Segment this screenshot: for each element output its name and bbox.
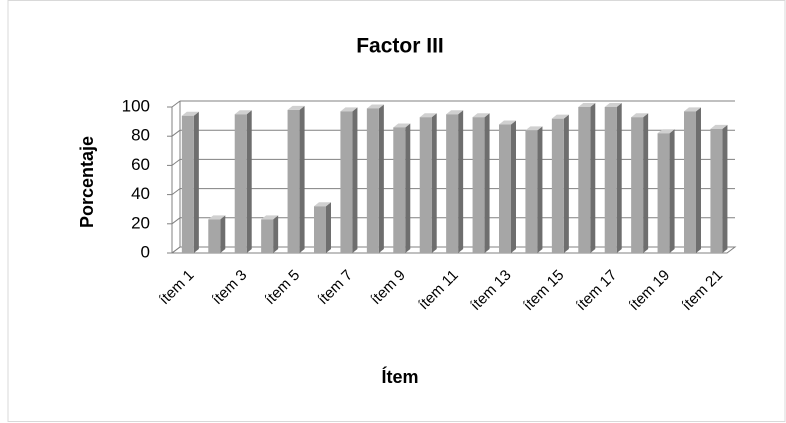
bar-top (314, 202, 331, 207)
bar-side (696, 107, 701, 253)
bar-top (208, 215, 226, 220)
bar-side (405, 123, 411, 253)
y-tick-label: 60 (131, 155, 150, 174)
bar (578, 107, 591, 253)
bar-side (722, 124, 728, 254)
grid-line-depth (171, 158, 181, 166)
grid-line-depth (171, 100, 181, 108)
bar (419, 117, 432, 253)
bar (314, 206, 326, 253)
bar-side (643, 113, 649, 253)
y-tick-label: 40 (131, 184, 150, 203)
bar (631, 117, 644, 253)
bar-top (287, 105, 305, 110)
bar (604, 107, 617, 253)
bar-side (193, 111, 199, 253)
bar-top (340, 107, 358, 112)
chart-title: Factor III (356, 35, 444, 58)
bar-top (181, 111, 199, 116)
bar (684, 111, 696, 253)
bar-top (499, 120, 516, 125)
y-tick-label: 0 (141, 242, 150, 261)
y-axis-label: Porcentaje (77, 136, 97, 228)
bar-side (458, 110, 464, 253)
y-tick-label: 20 (131, 213, 150, 232)
y-tick-label: 80 (131, 126, 150, 145)
grid-line-depth (171, 246, 181, 254)
bar (287, 109, 300, 253)
bar-top (578, 103, 596, 107)
bar-side (563, 114, 569, 254)
bar (181, 115, 194, 253)
bar-side (431, 113, 437, 253)
bar (446, 114, 459, 253)
bar-top (551, 114, 569, 119)
bar (472, 117, 485, 253)
bar (710, 128, 723, 253)
bar-top (657, 129, 675, 134)
bar (499, 124, 511, 254)
grid-line-depth (171, 217, 181, 225)
y-tick-label: 100 (122, 96, 150, 115)
bar (261, 219, 274, 253)
bar (208, 219, 221, 253)
bar-side (484, 113, 490, 253)
bar-side (299, 105, 305, 253)
bar-side (352, 107, 358, 253)
bar-side (537, 126, 543, 253)
bar-top (604, 103, 622, 107)
bar (551, 118, 564, 254)
bar-side (590, 103, 596, 253)
bar-top (446, 110, 464, 115)
bar-side (378, 104, 384, 254)
bar-side (220, 215, 226, 253)
bar-top (710, 124, 728, 129)
x-axis-label: Ítem (381, 366, 418, 387)
bar (366, 108, 379, 254)
bar (525, 130, 538, 253)
bar-top (631, 113, 649, 118)
bar (234, 114, 247, 253)
bar-side (273, 215, 279, 253)
bar-top (366, 104, 384, 109)
grid-line-depth (171, 188, 181, 196)
bar-top (234, 110, 252, 115)
bar-top (393, 123, 411, 128)
bar-side (616, 103, 622, 253)
bar-side (511, 120, 516, 254)
bar-top (419, 113, 437, 118)
bar (657, 133, 670, 253)
bar-top (472, 113, 490, 118)
bar-side (246, 110, 252, 253)
bar-side (669, 129, 675, 253)
bar-top (525, 126, 543, 131)
bar-top (684, 107, 701, 112)
bar (340, 111, 353, 253)
grid-line-depth (171, 129, 181, 137)
bar (393, 127, 406, 253)
bar-top (261, 215, 279, 220)
bar-side (326, 202, 331, 253)
